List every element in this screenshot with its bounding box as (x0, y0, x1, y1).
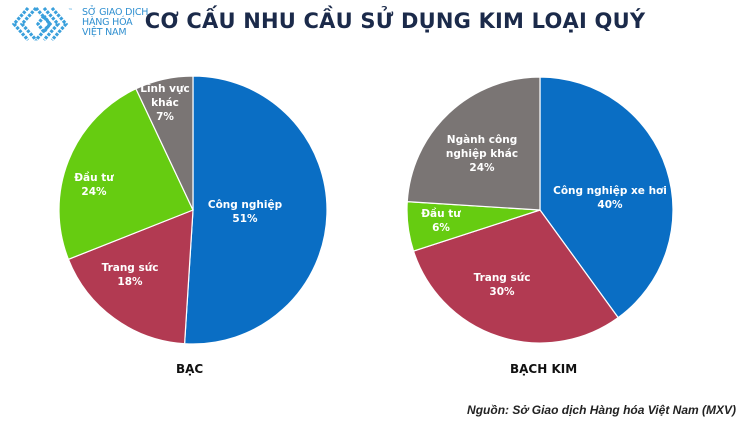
slice-label-jewelry: Trang sức 30% (474, 272, 531, 298)
pie-slice-industry (183, 75, 328, 345)
pie-slice-other-industries (406, 76, 541, 211)
slice-label-industry: Công nghiệp 51% (208, 199, 283, 225)
chart-caption-platinum: BẠCH KIM (510, 362, 578, 376)
mxv-diamond-logo-icon: ™ (11, 6, 73, 42)
pie-slice-jewelry (67, 209, 194, 345)
svg-text:™: ™ (68, 8, 73, 14)
slice-label-automotive-industry: Công nghiệp xe hơi 40% (553, 185, 667, 211)
page-title: CƠ CẤU NHU CẦU SỬ DỤNG KIM LOẠI QUÝ (144, 9, 646, 33)
slice-label-jewelry: Trang sức 18% (102, 262, 159, 288)
logo-line-1: SỞ GIAO DỊCH (82, 7, 149, 18)
pie-slice-jewelry (412, 209, 620, 344)
logo-text: SỞ GIAO DỊCH HÀNG HÓA VIỆT NAM (82, 8, 148, 38)
pie-chart-platinum: Công nghiệp xe hơi 40% Trang sức 30% Đầu tư 6… (406, 76, 674, 344)
pie-slice-automotive-industry (539, 76, 674, 319)
slice-label-other-industries: Ngành công nghiệp khác 24% (446, 134, 518, 174)
slice-label-investment: Đầu tư 24% (74, 172, 114, 198)
logo-line-3: VIỆT NAM (82, 27, 127, 38)
pie-slice-other-sectors (135, 75, 194, 211)
slice-label-other-sectors: Lĩnh vực khác 7% (140, 83, 189, 123)
pie-slice-investment (58, 87, 194, 261)
slice-label-investment: Đầu tư 6% (421, 208, 461, 234)
mxv-logo: ™ SỞ GIAO DỊCH HÀNG HÓA VIỆT NAM (10, 4, 170, 44)
chart-caption-silver: BẠC (176, 362, 204, 376)
logo-line-2: HÀNG HÓA (82, 17, 133, 28)
source-note: Nguồn: Sở Giao dịch Hàng hóa Việt Nam (M… (467, 403, 736, 417)
pie-chart-silver: Công nghiệp 51% Trang sức 18% Đầu tư 24% Lĩnh … (58, 75, 328, 345)
